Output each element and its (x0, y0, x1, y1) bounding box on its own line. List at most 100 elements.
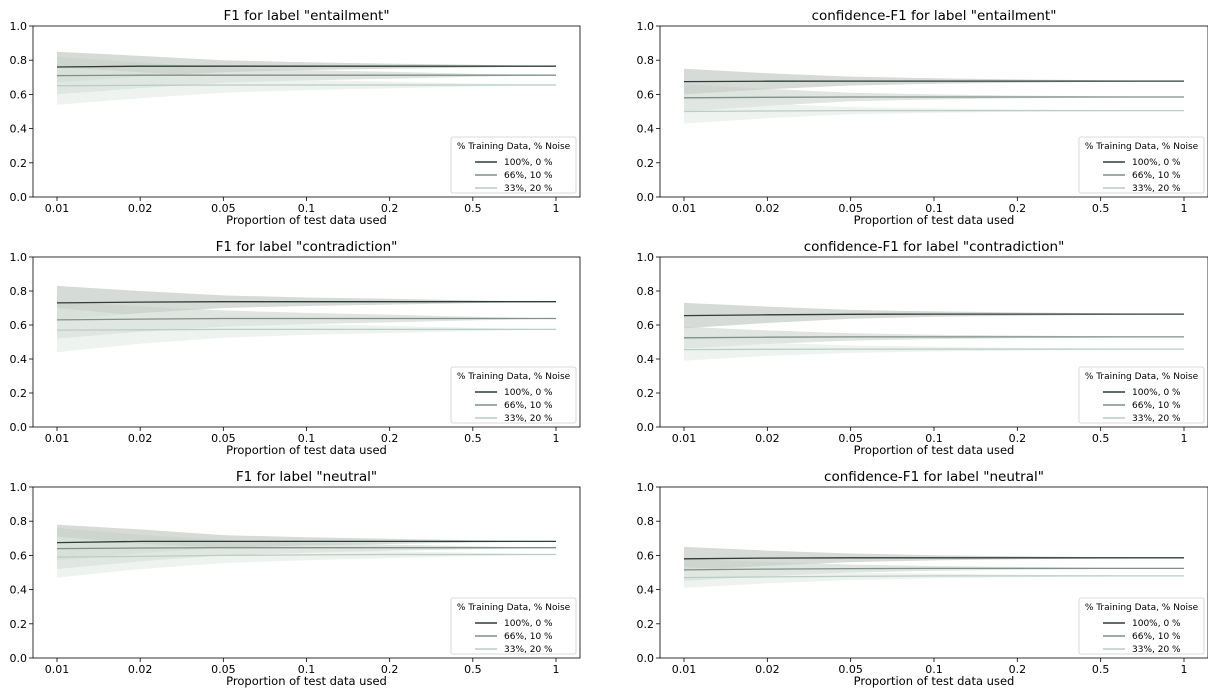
chart-title: F1 for label "entailment" (223, 8, 389, 24)
y-tick-label: 1.0 (10, 251, 28, 264)
chart-title: confidence-F1 for label "neutral" (824, 469, 1044, 485)
chart-panel-4: confidence-F1 for label "contradiction" 0… (637, 239, 1208, 457)
series-line-2 (56, 317, 556, 321)
y-tick-label: 0.8 (10, 515, 28, 528)
x-tick-label: 0.1 (925, 432, 943, 445)
chart-panel-1: F1 for label "entailment" 0.0 0.2 0.4 0.6 0.8… (10, 8, 581, 227)
x-tick-label: 0.02 (755, 663, 780, 676)
y-tick-label: 0.6 (637, 319, 655, 332)
legend-entry-2: 66%, 10 % (1132, 632, 1181, 642)
confidence-band-2 (684, 558, 1184, 581)
legend-entry-2: 66%, 10 % (504, 401, 553, 411)
legend-entry-1: 100%, 0 % (504, 619, 553, 629)
x-tick-label: 0.2 (381, 663, 399, 676)
x-tick-label: 0.5 (1092, 432, 1110, 445)
series-line-3 (683, 109, 1184, 113)
series-line-3 (56, 553, 556, 558)
legend-entry-2: 66%, 10 % (1132, 171, 1181, 181)
chart-panel-5: F1 for label "neutral" 0.0 0.2 0.4 0.6 0.8 1.0… (10, 469, 581, 688)
series-line-1 (683, 80, 1184, 83)
y-tick-label: 1.0 (10, 20, 28, 33)
confidence-band-3 (57, 67, 556, 105)
legend-box (450, 366, 577, 424)
confidence-band-1 (57, 524, 556, 561)
x-tick-label: 0.02 (128, 432, 153, 445)
confidence-band-1 (684, 302, 1184, 329)
series-line-1 (683, 557, 1184, 560)
x-tick-label: 0.1 (298, 663, 316, 676)
x-tick-label: 0.1 (925, 202, 943, 215)
legend-entry-1: 100%, 0 % (504, 158, 553, 168)
confidence-band-3 (684, 567, 1184, 588)
x-tick-label: 0.1 (298, 432, 316, 445)
confidence-band-3 (684, 99, 1184, 124)
y-tick-label: 0.2 (10, 387, 28, 400)
x-tick-label: 0.05 (211, 432, 236, 445)
series-line-2 (683, 96, 1184, 99)
legend-title: % Training Data, % Noise (1085, 372, 1199, 382)
y-tick-label: 1.0 (10, 481, 28, 494)
x-axis-label: Proportion of test data used (226, 674, 387, 688)
legend-box (1078, 366, 1205, 424)
legend-entry-2: 66%, 10 % (1132, 401, 1181, 411)
x-tick-label: 0.2 (1009, 432, 1027, 445)
legend: % Training Data, % Noise 100%, 0 % 66%, 10… (1078, 597, 1205, 655)
legend-title: % Training Data, % Noise (457, 372, 571, 382)
legend-title: % Training Data, % Noise (1085, 142, 1199, 152)
legend-title: % Training Data, % Noise (1085, 603, 1199, 613)
legend: % Training Data, % Noise 100%, 0 % 66%, 10… (450, 597, 577, 655)
y-tick-label: 0.4 (637, 123, 655, 136)
legend-entry-3: 33%, 20 % (504, 645, 553, 655)
y-tick-label: 0.2 (637, 387, 655, 400)
x-tick-label: 0.02 (128, 202, 153, 215)
chart-title: F1 for label "neutral" (236, 469, 377, 485)
legend: % Training Data, % Noise 100%, 0 % 66%, 10… (1078, 136, 1205, 194)
x-tick-label: 0.01 (45, 432, 70, 445)
x-axis-label: Proportion of test data used (854, 213, 1015, 227)
legend-entry-3: 33%, 20 % (504, 414, 553, 424)
legend: % Training Data, % Noise 100%, 0 % 66%, 10… (1078, 366, 1205, 424)
confidence-band-1 (57, 51, 556, 83)
series-line-3 (56, 328, 556, 331)
y-tick-label: 0.4 (637, 353, 655, 366)
x-tick-label: 1 (553, 432, 560, 445)
series-line-1 (683, 313, 1184, 317)
y-tick-label: 0.8 (10, 54, 28, 67)
confidence-band-2 (57, 528, 556, 570)
chart-title: confidence-F1 for label "entailment" (812, 8, 1057, 24)
x-tick-label: 0.05 (838, 663, 863, 676)
chart-title: F1 for label "contradiction" (216, 239, 398, 255)
y-tick-label: 0.0 (637, 652, 655, 665)
y-tick-label: 0.0 (637, 191, 655, 204)
legend-entry-3: 33%, 20 % (1132, 414, 1181, 424)
x-tick-label: 0.2 (381, 202, 399, 215)
x-tick-label: 0.01 (672, 202, 697, 215)
y-tick-label: 0.2 (10, 618, 28, 631)
legend: % Training Data, % Noise 100%, 0 % 66%, 10… (450, 366, 577, 424)
x-tick-label: 1 (553, 202, 560, 215)
series-line-1 (56, 540, 556, 544)
y-tick-label: 1.0 (637, 251, 655, 264)
x-tick-label: 0.05 (211, 202, 236, 215)
series-line-3 (683, 575, 1184, 579)
legend-entry-1: 100%, 0 % (1132, 388, 1181, 398)
y-tick-label: 0.0 (10, 652, 28, 665)
y-tick-label: 0.0 (10, 191, 28, 204)
x-tick-label: 0.2 (1009, 202, 1027, 215)
x-tick-label: 0.5 (464, 663, 482, 676)
x-tick-label: 0.02 (755, 432, 780, 445)
y-tick-label: 0.4 (637, 584, 655, 597)
confidence-band-1 (57, 285, 556, 320)
x-tick-label: 0.02 (128, 663, 153, 676)
y-tick-label: 0.8 (10, 285, 28, 298)
x-tick-label: 0.1 (298, 202, 316, 215)
x-tick-label: 0.5 (464, 202, 482, 215)
chart-panel-3: F1 for label "contradiction" 0.0 0.2 0.4 0.6… (10, 239, 581, 457)
y-tick-label: 0.0 (637, 421, 655, 434)
x-tick-label: 1 (553, 663, 560, 676)
chart-panel-2: confidence-F1 for label "entailment" 0.0 0… (637, 8, 1208, 227)
chart-panel-6: confidence-F1 for label "neutral" 0.0 0.2 0… (637, 469, 1208, 688)
x-axis-label: Proportion of test data used (226, 213, 387, 227)
x-tick-label: 0.02 (755, 202, 780, 215)
x-tick-label: 0.05 (211, 663, 236, 676)
